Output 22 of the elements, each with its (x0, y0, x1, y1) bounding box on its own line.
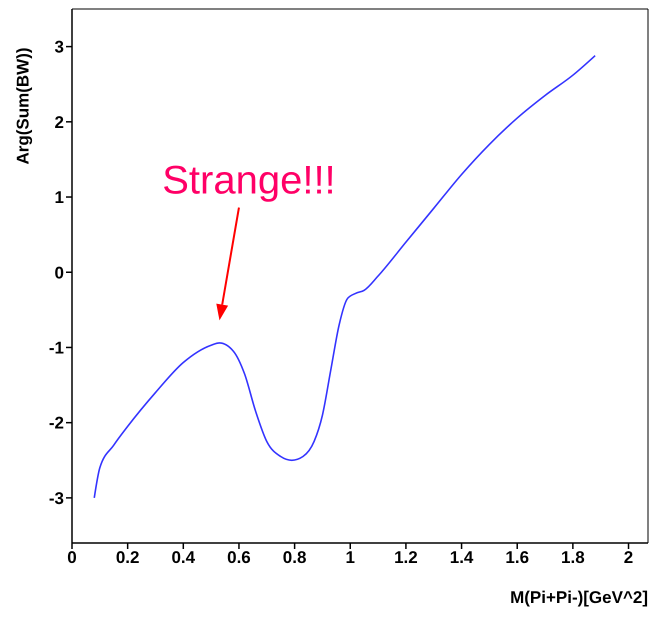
y-tick-label: -2 (48, 414, 64, 433)
x-tick-label: 1.4 (450, 548, 474, 568)
y-tick-label: 2 (54, 112, 64, 132)
x-tick-label: 1.2 (394, 548, 418, 568)
x-tick-label: 0.6 (227, 548, 251, 568)
x-tick-label: 1.6 (505, 548, 530, 568)
x-tick-label: 1 (346, 548, 355, 568)
x-axis-title: M(Pi+Pi-)[GeV^2] (510, 588, 648, 607)
x-tick-label: 0.2 (116, 548, 140, 568)
line-series (93, 54, 596, 499)
x-tick-label: 0.4 (171, 548, 196, 568)
x-tick-label: 1.8 (561, 548, 585, 568)
y-tick-label: 1 (54, 188, 64, 208)
x-tick-label: 2 (624, 548, 634, 568)
y-tick-label: -1 (48, 338, 64, 358)
y-tick-label: 3 (54, 38, 64, 57)
y-tick-label: 0 (54, 263, 64, 282)
y-axis-title: Arg(Sum(BW)) (14, 47, 34, 165)
annotation: Strange!!! (162, 158, 336, 203)
x-tick-label: 0 (67, 548, 77, 568)
x-tick-label: 0.8 (282, 548, 306, 568)
y-tick-label: -3 (48, 488, 64, 508)
